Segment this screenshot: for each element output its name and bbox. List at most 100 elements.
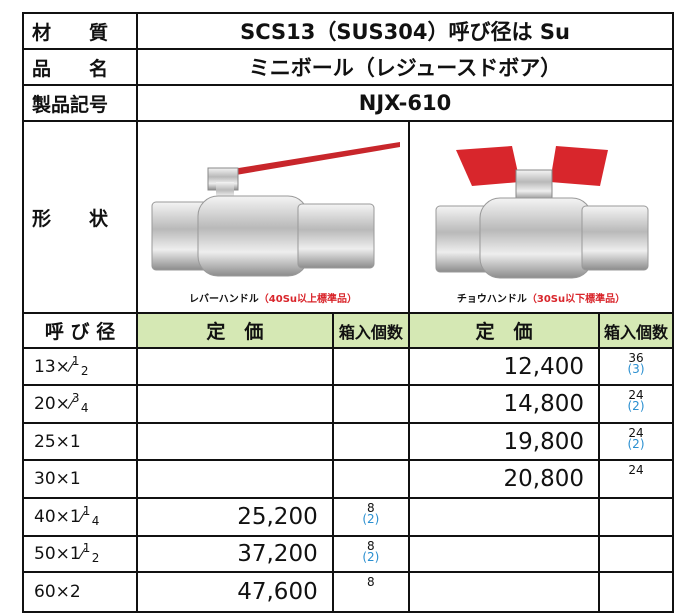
price-cell: 37,200 bbox=[136, 535, 334, 573]
price-row: 20× 3 ⁄ 4 14,800 24 (2) bbox=[22, 384, 674, 424]
qty-cell: 8 bbox=[331, 571, 411, 613]
qty-sub: (2) bbox=[362, 512, 380, 526]
size-cell: 25×1 bbox=[22, 422, 138, 461]
fraction-slash: ⁄ bbox=[80, 545, 84, 563]
fraction-slash: ⁄ bbox=[69, 395, 73, 413]
price-cell: 19,800 bbox=[408, 422, 600, 461]
size-cell: 50×1 1 ⁄ 2 bbox=[22, 535, 138, 573]
qty-text: 24 bbox=[628, 463, 644, 477]
size-fraction: 1 ⁄ 2 bbox=[69, 353, 90, 378]
qty-text: 8 bbox=[367, 575, 375, 589]
fraction-numerator: 1 bbox=[82, 541, 91, 555]
shape-label: 形 状 bbox=[22, 120, 138, 314]
qty-cell bbox=[598, 535, 674, 573]
qty-cell: 24 bbox=[598, 459, 674, 499]
price-cell: 47,600 bbox=[136, 571, 334, 613]
column-header: 箱入個数 bbox=[598, 312, 674, 349]
column-header: 呼 び 径 bbox=[22, 312, 138, 349]
spec-table: 材 質 SCS13（SUS304）呼び径は Su 品 名ミニボール（レジュースドボ… bbox=[22, 12, 674, 613]
price-cell bbox=[136, 384, 334, 424]
spec-value: NJX-610 bbox=[136, 84, 674, 122]
qty-cell bbox=[598, 497, 674, 537]
butterfly-valve-image bbox=[435, 145, 649, 278]
price-cell bbox=[136, 459, 334, 499]
column-header: 定 価 bbox=[136, 312, 334, 349]
qty-cell bbox=[331, 459, 411, 499]
qty-sub: (2) bbox=[627, 399, 645, 413]
size-text: 30×1 bbox=[34, 469, 81, 489]
column-header: 定 価 bbox=[408, 312, 600, 349]
fraction-denominator: 4 bbox=[80, 401, 89, 415]
fraction-denominator: 2 bbox=[91, 551, 100, 565]
qty-sub: (2) bbox=[362, 550, 380, 564]
price-cell bbox=[408, 535, 600, 573]
qty-sub: (3) bbox=[627, 362, 645, 376]
size-cell: 20× 3 ⁄ 4 bbox=[22, 384, 138, 424]
price-cell: 12,400 bbox=[408, 347, 600, 386]
caption-text: チョウハンドル bbox=[456, 293, 527, 305]
price-row: 30×1 20,800 24 bbox=[22, 459, 674, 499]
price-row: 13× 1 ⁄ 2 12,400 36 (3) bbox=[22, 347, 674, 386]
size-text: 50×1 bbox=[34, 544, 81, 564]
price-cell bbox=[408, 571, 600, 613]
header-row: 呼 び 径定 価箱入個数定 価箱入個数 bbox=[22, 312, 674, 349]
size-text: 40×1 bbox=[34, 507, 81, 527]
qty-cell: 8 (2) bbox=[331, 497, 411, 537]
spec-label: 品 名 bbox=[22, 48, 138, 86]
price-cell: 25,200 bbox=[136, 497, 334, 537]
spec-label: 材 質 bbox=[22, 12, 138, 50]
price-cell bbox=[136, 347, 334, 386]
shape-caption: レバーハンドル（40Su以上標準品） bbox=[139, 290, 407, 305]
qty-cell: 36 (3) bbox=[598, 347, 674, 386]
qty-cell bbox=[331, 384, 411, 424]
qty-text: 8 bbox=[367, 501, 375, 515]
price-cell: 20,800 bbox=[408, 459, 600, 499]
lever-valve-image bbox=[151, 141, 400, 276]
size-text: 13× bbox=[34, 356, 70, 377]
fraction-numerator: 1 bbox=[82, 504, 91, 518]
spec-value: ミニボール（レジュースドボア） bbox=[136, 48, 674, 86]
qty-cell: 8 (2) bbox=[331, 535, 411, 573]
qty-text: 24 bbox=[628, 426, 644, 440]
size-cell: 13× 1 ⁄ 2 bbox=[22, 347, 138, 386]
fraction-numerator: 1 bbox=[71, 353, 80, 368]
shape-cell: レバーハンドル（40Su以上標準品） bbox=[136, 120, 410, 314]
spec-row: 製品記号 NJX-610 bbox=[22, 84, 674, 122]
price-row: 60×2 47,600 8 bbox=[22, 571, 674, 613]
shape-row: 形 状 レバーハンドル（40Su以上標準品） チョウハンドル（30Su以下標準品… bbox=[22, 120, 674, 314]
size-text: 25×1 bbox=[34, 431, 81, 452]
table-body: 材 質 SCS13（SUS304）呼び径は Su 品 名ミニボール（レジュースドボ… bbox=[22, 12, 674, 613]
price-row: 50×1 1 ⁄ 2 37,200 8 (2) bbox=[22, 535, 674, 573]
size-fraction: 3 ⁄ 4 bbox=[69, 391, 90, 415]
price-cell bbox=[136, 422, 334, 461]
size-fraction: 1 ⁄ 2 bbox=[80, 541, 101, 565]
shape-cell: チョウハンドル（30Su以下標準品） bbox=[408, 120, 674, 314]
fraction-slash: ⁄ bbox=[80, 508, 84, 526]
price-cell: 14,800 bbox=[408, 384, 600, 424]
fraction-slash: ⁄ bbox=[69, 357, 73, 376]
spec-row: 材 質 SCS13（SUS304）呼び径は Su bbox=[22, 12, 674, 50]
caption-note: （40Su以上標準品） bbox=[258, 293, 358, 305]
size-text: 20× bbox=[34, 394, 70, 414]
spec-row: 品 名ミニボール（レジュースドボア） bbox=[22, 48, 674, 86]
fraction-denominator: 4 bbox=[91, 514, 100, 528]
fraction-numerator: 3 bbox=[71, 391, 80, 405]
qty-text: 36 bbox=[628, 351, 644, 365]
price-row: 25×1 19,800 24 (2) bbox=[22, 422, 674, 461]
qty-cell bbox=[598, 571, 674, 613]
size-fraction: 1 ⁄ 4 bbox=[80, 504, 101, 528]
spec-label: 製品記号 bbox=[22, 84, 138, 122]
fraction-denominator: 2 bbox=[80, 363, 89, 378]
size-text: 60×2 bbox=[34, 582, 81, 602]
size-cell: 40×1 1 ⁄ 4 bbox=[22, 497, 138, 537]
caption-text: レバーハンドル bbox=[188, 293, 259, 305]
qty-sub: (2) bbox=[627, 437, 645, 451]
size-cell: 30×1 bbox=[22, 459, 138, 499]
caption-note: （30Su以下標準品） bbox=[526, 293, 626, 305]
qty-cell bbox=[331, 347, 411, 386]
price-cell bbox=[408, 497, 600, 537]
column-header: 箱入個数 bbox=[331, 312, 411, 349]
qty-text: 8 bbox=[367, 539, 375, 553]
